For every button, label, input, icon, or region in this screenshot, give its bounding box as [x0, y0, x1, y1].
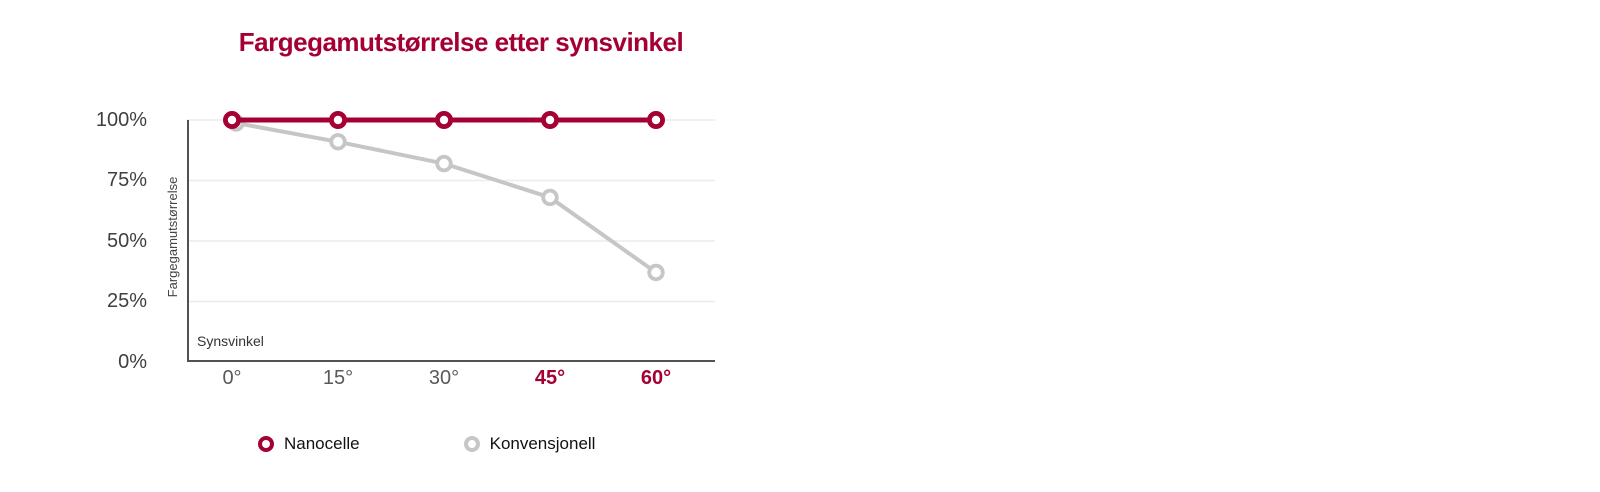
- nanocelle-data-point-marker: [328, 111, 347, 129]
- plot-svg: [187, 111, 715, 362]
- nanocelle-data-point-marker: [434, 111, 453, 129]
- nanocelle-data-point-marker: [646, 111, 665, 129]
- nanocelle-ring-icon: [258, 436, 274, 452]
- konvensjonell-data-point-marker: [329, 133, 347, 151]
- y-tick-label-75: 75%: [106, 169, 147, 191]
- nanocelle-data-point-marker: [223, 111, 242, 129]
- nanocelle-data-point-marker: [540, 111, 559, 129]
- legend-label-nanocelle: Nanocelle: [284, 434, 360, 453]
- legend-label-konvensjonell: Konvensjonell: [489, 434, 596, 453]
- plot-area: Synsvinkel: [187, 111, 715, 362]
- konvensjonell-line: [235, 121, 658, 275]
- y-axis-title: Fargegamutstørrelse: [165, 176, 180, 298]
- konvensjonell-data-point-marker: [541, 188, 559, 207]
- x-tick-label-15deg: 15°: [322, 367, 354, 389]
- y-tick-label-0: 0%: [118, 351, 147, 373]
- legend-item-konvensjonell: Konvensjonell: [463, 434, 596, 454]
- x-axis-title: Synsvinkel: [197, 333, 264, 349]
- x-tick-label-45deg: 45°: [534, 367, 566, 389]
- chart-title: Fargegamutstørrelse etter synsvinkel: [238, 27, 684, 57]
- legend-item-nanocelle: Nanocelle: [258, 434, 360, 454]
- y-tick-label-25: 25%: [106, 290, 147, 312]
- x-tick-label-0deg: 0°: [222, 367, 242, 389]
- chart-legend: Nanocelle Konvensjonell: [258, 434, 595, 454]
- y-tick-label-100: 100%: [95, 109, 147, 131]
- konvensjonell-ring-icon: [463, 436, 480, 452]
- x-tick-label-30deg: 30°: [428, 367, 460, 389]
- konvensjonell-data-point-marker: [647, 263, 665, 282]
- x-tick-label-60deg: 60°: [640, 367, 672, 389]
- y-tick-label-50: 50%: [106, 230, 147, 252]
- konvensjonell-data-point-marker: [435, 154, 453, 173]
